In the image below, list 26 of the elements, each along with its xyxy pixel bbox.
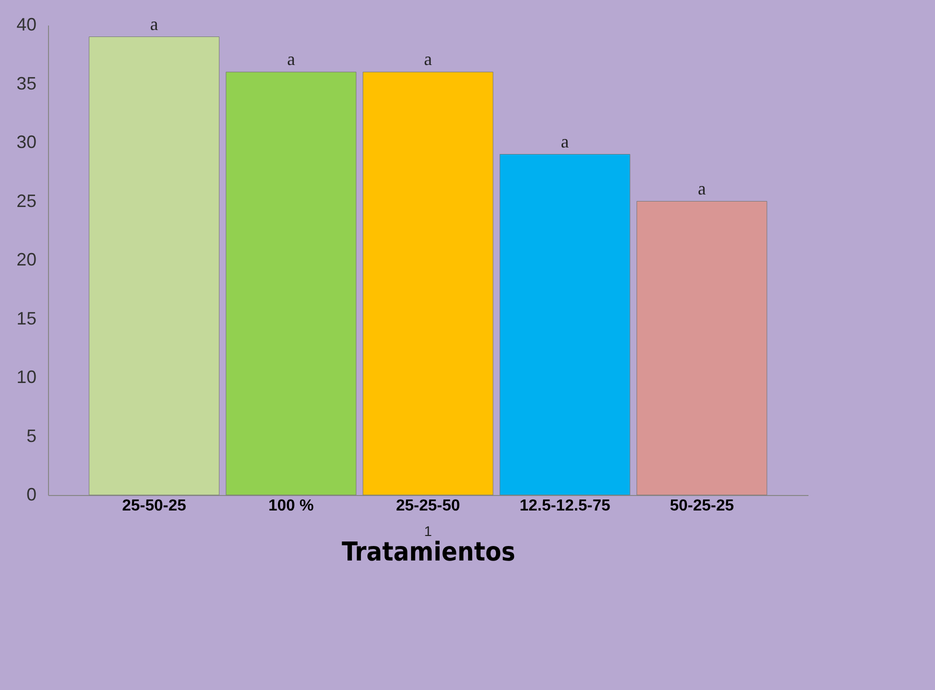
y-tick-label: 25 — [16, 190, 36, 211]
x-tick-label: 100 % — [268, 498, 314, 514]
annotation: a — [424, 49, 432, 69]
annotation: a — [150, 14, 158, 34]
x-tick-label: 50-25-25 — [670, 498, 734, 514]
y-tick-label: 30 — [16, 132, 36, 152]
annotation: a — [560, 131, 569, 152]
text: 1 — [424, 523, 432, 539]
y-tick-label: 5 — [26, 426, 36, 446]
y-tick-label: 15 — [16, 308, 36, 328]
x-tick-label: 25-25-50 — [396, 498, 460, 514]
annotation: a — [287, 49, 296, 69]
y-tick-label: 10 — [16, 367, 36, 387]
y-tick-label: 0 — [26, 484, 36, 504]
bar — [362, 72, 494, 496]
y-tick-label: 20 — [16, 250, 36, 270]
bar — [88, 36, 220, 496]
bar — [226, 72, 356, 496]
y-tick-label: 40 — [16, 14, 36, 34]
annotation: a — [698, 178, 706, 198]
y-tick-label: 35 — [16, 73, 36, 94]
bar — [636, 201, 768, 496]
x-tick-label: 25-50-25 — [122, 498, 186, 514]
x-axis-title: Tratamientos — [342, 538, 516, 568]
bar — [500, 154, 630, 496]
x-tick-label: 12.5-12.5-75 — [520, 498, 610, 514]
